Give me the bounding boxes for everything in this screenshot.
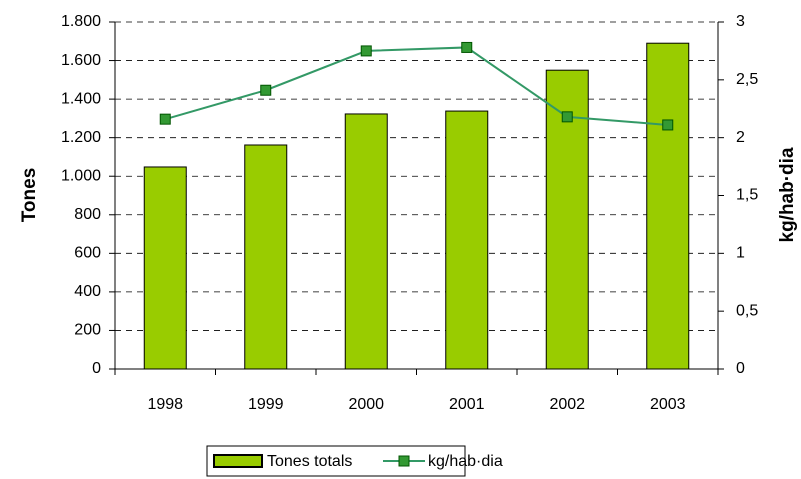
y-tick-label: 600	[74, 245, 101, 262]
y-tick-label: 200	[74, 322, 101, 339]
line	[164, 46, 668, 126]
marker	[159, 113, 171, 125]
marker	[360, 45, 372, 57]
y2-tick-label: 0	[736, 360, 745, 377]
y-axis-title: Tones	[19, 168, 40, 223]
marker	[461, 41, 473, 53]
y-tick-label: 1.200	[61, 129, 101, 146]
legend-label: Tones totals	[267, 453, 352, 470]
y2-tick-label: 2	[736, 129, 745, 146]
x-tick-label: 1999	[248, 396, 284, 413]
legend-swatch	[213, 454, 263, 468]
marker	[260, 84, 272, 96]
y-tick-label: 800	[74, 206, 101, 223]
bar	[445, 110, 489, 370]
y2-tick-label: 1,5	[736, 187, 758, 204]
legend-label: kg/hab·dia	[428, 453, 503, 470]
y-tick-label: 1.800	[61, 13, 101, 30]
y2-axis-title: kg/hab·dia	[777, 147, 798, 242]
y-tick-label: 1.400	[61, 90, 101, 107]
marker	[561, 111, 573, 123]
y-tick-label: 1.600	[61, 52, 101, 69]
bar	[646, 42, 690, 370]
legend-marker	[398, 455, 410, 467]
y-tick-label: 400	[74, 283, 101, 300]
x-tick-label: 2000	[348, 396, 384, 413]
x-tick-label: 2003	[650, 396, 686, 413]
x-tick-label: 2001	[449, 396, 485, 413]
y-tick-label: 1.000	[61, 167, 101, 184]
marker	[662, 119, 674, 131]
bar	[344, 113, 388, 370]
bar	[143, 166, 187, 370]
y2-tick-label: 0,5	[736, 302, 758, 319]
y2-tick-label: 1	[736, 245, 745, 262]
x-tick-label: 2002	[549, 396, 585, 413]
y-tick-label: 0	[92, 360, 101, 377]
y2-tick-label: 2,5	[736, 71, 758, 88]
y2-tick-label: 3	[736, 13, 745, 30]
x-tick-label: 1998	[147, 396, 183, 413]
bar	[244, 144, 288, 370]
